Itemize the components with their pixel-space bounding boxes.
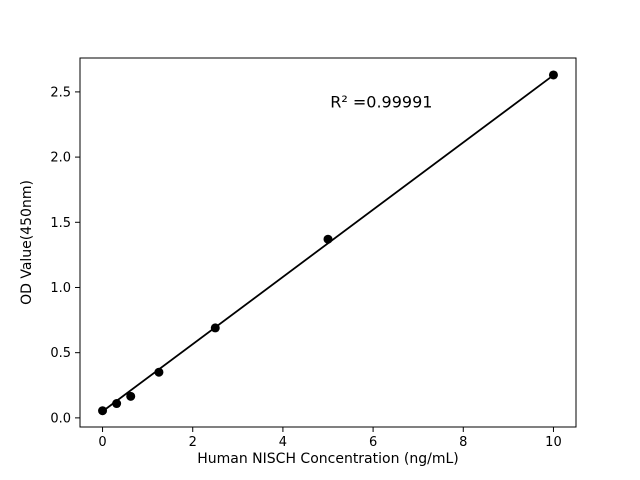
y-tick-label: 2.5 [50,85,71,100]
y-tick-label: 1.5 [50,216,71,231]
r-squared-annotation: R² =0.99991 [330,93,432,112]
x-tick-label: 4 [279,435,287,450]
y-tick-label: 0.5 [50,346,71,361]
x-tick-label: 0 [98,435,106,450]
x-tick-label: 8 [459,435,467,450]
y-tick-label: 2.0 [50,151,71,166]
y-tick-label: 1.0 [50,281,71,296]
data-point [154,367,164,377]
data-point [323,234,333,244]
x-axis-label: Human NISCH Concentration (ng/mL) [197,451,459,467]
y-axis-label: OD Value(450nm) [19,180,35,305]
data-point [98,406,108,416]
x-tick-label: 6 [369,435,377,450]
data-point [548,70,558,80]
data-point [210,323,220,333]
x-tick-label: 10 [545,435,562,450]
x-tick-label: 2 [189,435,197,450]
data-point [126,391,136,401]
data-point [112,399,122,409]
plot-area: 0 2 4 6 8 10 0.0 0.5 1.0 1.5 2.0 2.5 [50,57,577,450]
plot-border [79,57,577,428]
y-tick-label: 0.0 [50,411,71,426]
